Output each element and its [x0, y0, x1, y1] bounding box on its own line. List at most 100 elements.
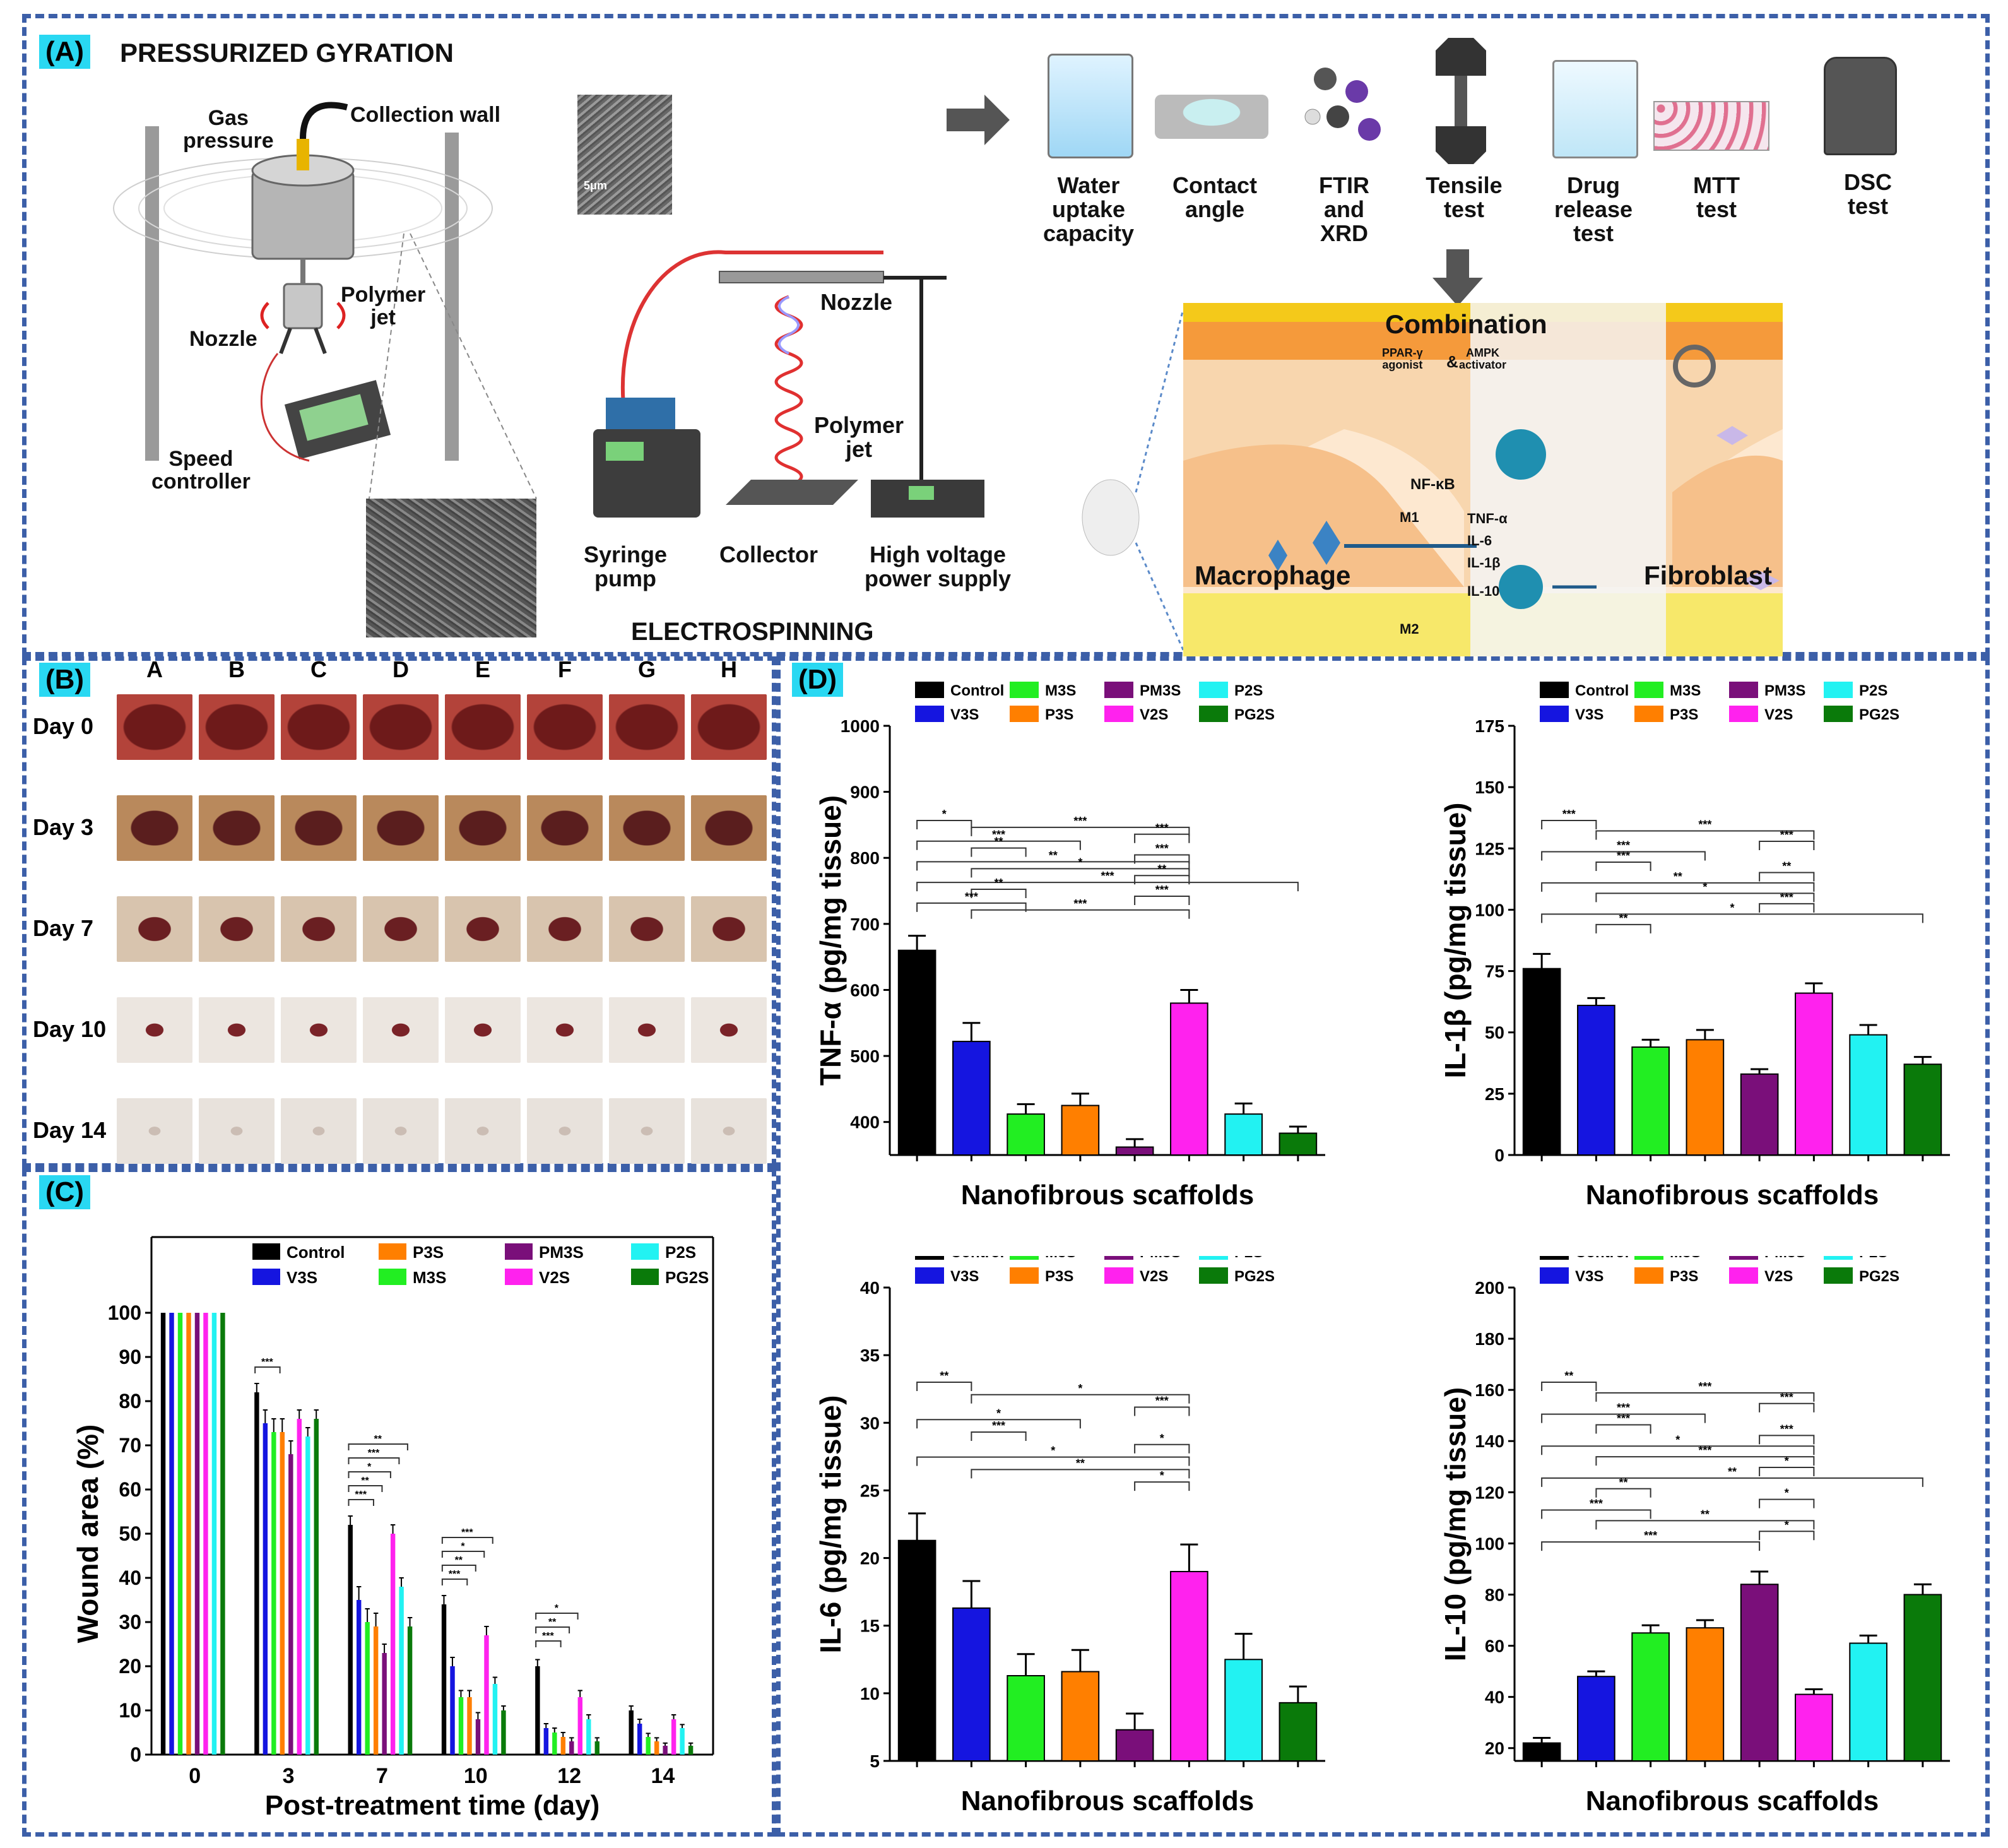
m2-label: M2 [1400, 621, 1419, 637]
y-tick-label: 40 [1485, 1688, 1504, 1707]
significance-bracket [916, 820, 972, 829]
significance-bracket [1541, 1477, 1923, 1487]
legend-label: PM3S [1764, 682, 1805, 699]
bar-P3S [186, 1313, 191, 1755]
y-axis-title: IL-10 (pg/mg tissue) [1439, 1387, 1472, 1661]
y-tick-label: 40 [860, 1278, 880, 1298]
significance-marker: ** [361, 1476, 369, 1486]
legend-swatch [1104, 1256, 1133, 1260]
significance-bracket [1759, 1498, 1815, 1508]
wound-photo [281, 997, 357, 1063]
photo-row-label: Day 3 [33, 814, 94, 840]
significance-marker: *** [449, 1569, 461, 1580]
significance-bracket [971, 847, 1027, 857]
bar-V3S [637, 1724, 642, 1755]
significance-bracket [1595, 923, 1651, 933]
fibroblast-label: Fibroblast [1644, 560, 1773, 590]
significance-bracket [535, 1613, 579, 1620]
il-6-chart: 5 10 15 20 25 30 35 40 Nanofibrous scaffolds IL-6… [814, 1256, 1325, 1816]
x-tick-label: 0 [189, 1764, 201, 1788]
wound-photo [363, 997, 439, 1063]
wound-photo [199, 694, 275, 760]
y-tick-label: 75 [1485, 962, 1504, 981]
significance-marker: * [1785, 1487, 1789, 1500]
significance-bracket [1541, 820, 1597, 829]
y-tick-label: 900 [850, 783, 880, 802]
electrospinning-illustration [593, 250, 984, 518]
y-tick-label: 150 [1475, 778, 1504, 797]
significance-marker: *** [1698, 1444, 1711, 1457]
y-tick-label: 30 [119, 1611, 141, 1633]
significance-marker: *** [1617, 1402, 1630, 1414]
significance-marker: *** [1073, 815, 1087, 827]
y-tick-label: 600 [850, 980, 880, 1000]
significance-marker: ** [1701, 1508, 1710, 1520]
bar-P3S [560, 1737, 566, 1755]
bar-PG2S [407, 1626, 413, 1755]
wound-photo [117, 694, 192, 760]
significance-marker: *** [1590, 1498, 1603, 1510]
y-tick-label: 50 [119, 1522, 141, 1545]
significance-marker: *** [1562, 808, 1576, 820]
legend-swatch [1634, 1267, 1663, 1284]
legend-swatch [1199, 1267, 1228, 1284]
bar-PM3S [475, 1719, 481, 1755]
significance-bracket [348, 1457, 400, 1464]
significance-marker: * [1051, 1445, 1055, 1457]
significance-bracket [535, 1640, 562, 1647]
significance-bracket [916, 1456, 1190, 1466]
legend-swatch [1010, 1256, 1039, 1260]
gyration-nozzle-label: Nozzle [189, 327, 257, 351]
significance-marker: *** [542, 1631, 554, 1642]
bar-V2S [1170, 1002, 1208, 1156]
legend-label: V3S [286, 1268, 317, 1287]
legend-swatch [1729, 706, 1758, 722]
significance-marker: ** [994, 877, 1003, 889]
bar-V2S [297, 1419, 302, 1755]
significance-marker: * [1785, 1519, 1789, 1531]
panel-d-tag: (D) [792, 663, 844, 697]
wound-photo [445, 694, 521, 760]
bar-V3S [543, 1728, 549, 1755]
y-tick-label: 30 [860, 1413, 880, 1433]
legend-label: P2S [1859, 682, 1887, 699]
bar-Control [348, 1525, 353, 1755]
y-tick-label: 50 [1485, 1023, 1504, 1043]
bar-M3S [1631, 1046, 1670, 1156]
wound-photo [609, 694, 685, 760]
legend-label: P3S [413, 1243, 444, 1262]
bar-V2S [577, 1697, 583, 1755]
legend-label: P2S [1234, 682, 1263, 699]
significance-bracket [1759, 872, 1815, 882]
photo-column-label: F [558, 656, 572, 682]
bar-V2S [1795, 992, 1833, 1156]
test-label-tensile: Tensile test [1426, 172, 1503, 222]
legend-swatch [1729, 1256, 1758, 1260]
significance-bracket [348, 1471, 391, 1478]
significance-bracket [441, 1551, 485, 1558]
bar-PM3S [382, 1653, 387, 1755]
legend-label: P3S [1670, 706, 1698, 723]
panel-b-tag: (B) [39, 663, 91, 697]
wound-skin-schematic [1082, 303, 1783, 656]
bar-Control [160, 1313, 166, 1755]
bar-P3S [467, 1697, 472, 1755]
x-tick-label: 12 [557, 1764, 581, 1788]
significance-marker: *** [965, 891, 978, 903]
legend-swatch [1729, 1267, 1758, 1284]
significance-bracket [1595, 1488, 1651, 1498]
drug-release-icon [1552, 60, 1638, 158]
legend-swatch [1540, 1267, 1569, 1284]
y-tick-label: 40 [119, 1567, 141, 1589]
bar-P2S [1849, 1034, 1887, 1156]
significance-marker: *** [1698, 818, 1711, 831]
legend-label: M3S [1045, 1256, 1076, 1261]
x-axis-title: Nanofibrous scaffolds [1586, 1180, 1879, 1211]
legend-swatch [1540, 706, 1569, 722]
significance-marker: *** [992, 1419, 1005, 1432]
y-tick-label: 400 [850, 1113, 880, 1132]
significance-marker: ** [1076, 1457, 1085, 1469]
y-axis-title: IL-1β (pg/mg tissue) [1439, 803, 1472, 1079]
significance-bracket [1134, 1481, 1190, 1491]
y-axis-title: Wound area (%) [71, 1424, 104, 1644]
